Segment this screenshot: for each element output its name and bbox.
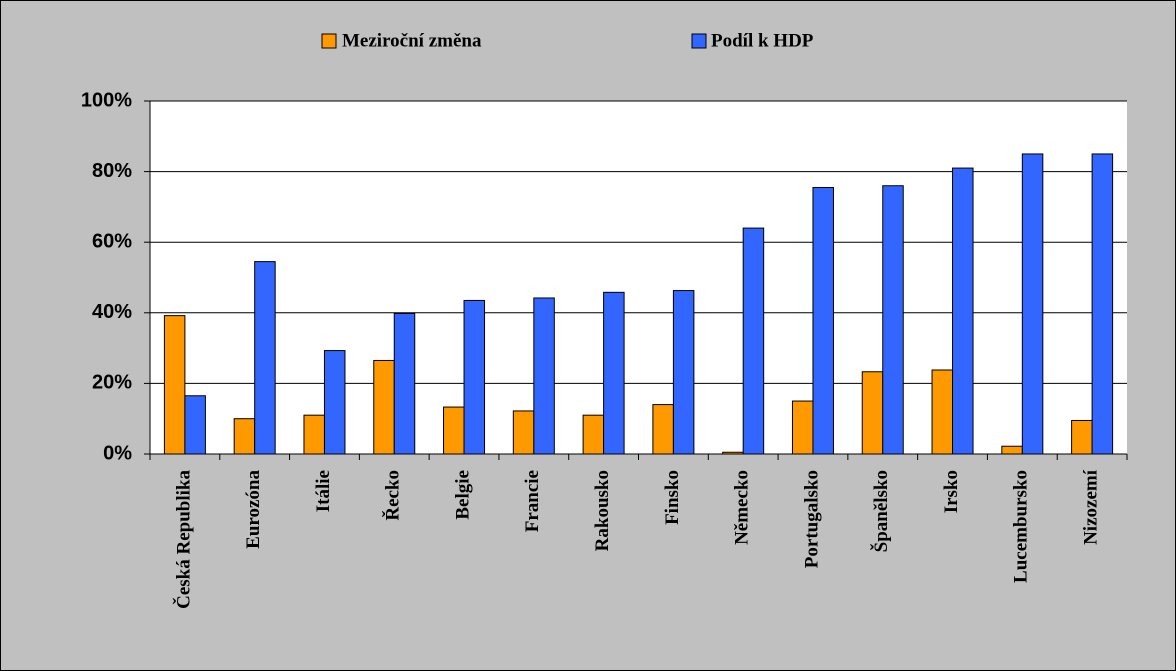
bar [233,418,256,455]
bar [303,414,325,455]
bar [1021,153,1044,455]
x-tick-label: Finsko [662,470,683,525]
x-tick-label: Německo [732,470,753,545]
bar [952,167,974,455]
bar [742,227,765,455]
bar [861,371,884,455]
bar [603,291,625,455]
x-tick-label: Belgie [452,470,473,520]
x-tick-label: Česká Republika [172,470,194,609]
y-tick-label: 80% [92,160,132,182]
bar [443,406,465,455]
y-tick-label: 40% [92,301,132,323]
x-tick-label: Irsko [941,470,962,513]
legend-label: Podíl k HDP [711,30,814,51]
bar [791,400,814,455]
legend-swatch [691,33,707,49]
bar [373,359,395,455]
x-tick-label: Španělsko [870,470,892,552]
bar [463,299,486,455]
bar [393,313,416,455]
x-tick-label: Rakousko [592,470,613,551]
x-tick-label: Francie [522,470,543,532]
bar [1071,419,1093,455]
x-tick-label: Itálie [313,470,334,512]
bar [812,186,834,455]
legend-label: Meziroční změna [342,30,482,51]
bar [254,261,276,455]
bar [1091,153,1114,455]
bar [672,290,695,455]
x-tick-label: Řecko [382,470,404,521]
bar [882,185,904,455]
bar [512,410,535,455]
x-tick-label: Nizozemí [1080,469,1101,545]
bar [1001,445,1023,455]
x-tick-label: Portugalsko [801,470,822,568]
plot-area [150,101,1127,454]
bar [652,404,674,455]
x-tick-label: Lucembursko [1011,470,1032,583]
bar [163,315,186,455]
y-tick-label: 60% [92,230,132,252]
bar [184,395,206,455]
bar [722,451,744,455]
y-tick-label: 20% [92,372,132,394]
bar [323,350,346,455]
bar [931,369,954,455]
bar [533,297,555,455]
bar [582,414,605,455]
y-tick-label: 100% [81,89,132,111]
legend-swatch [321,33,337,49]
y-tick-label: 0% [103,442,132,464]
x-tick-label: Eurozóna [243,470,264,549]
